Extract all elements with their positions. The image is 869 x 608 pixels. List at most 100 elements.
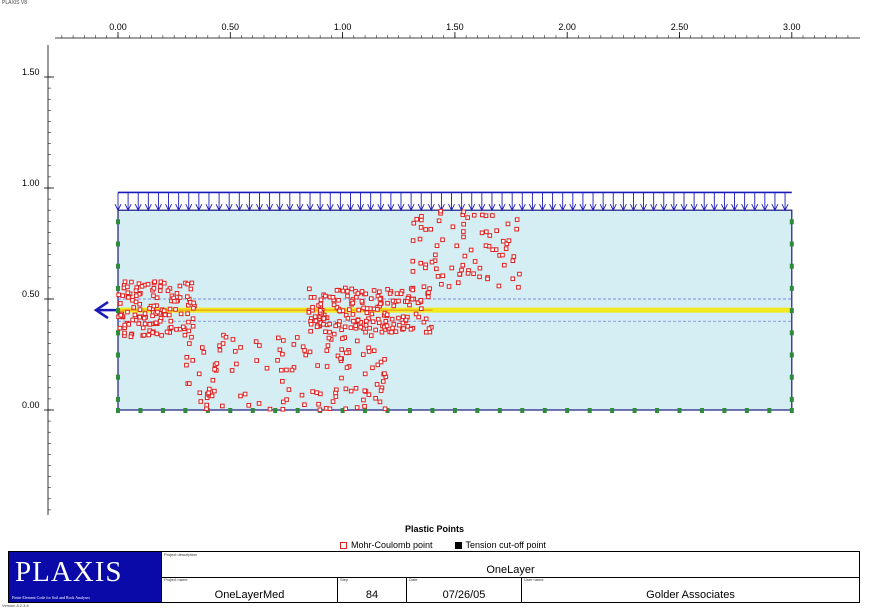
- date-caption: Date: [409, 577, 418, 582]
- load-arrowhead: [569, 203, 577, 212]
- bottom-support: [497, 408, 502, 413]
- mohr-coulomb-point: [409, 296, 415, 302]
- mohr-coulomb-point: [461, 209, 466, 215]
- mohr-coulomb-point: [189, 280, 195, 286]
- bottom-support: [520, 408, 525, 413]
- mohr-coulomb-point: [344, 365, 350, 370]
- load-arrowhead: [296, 203, 304, 212]
- mohr-coulomb-point: [421, 284, 427, 290]
- mohr-coulomb-point: [479, 230, 485, 236]
- mohr-coulomb-point: [311, 295, 317, 300]
- mohr-coulomb-point: [382, 357, 387, 362]
- mohr-coulomb-point: [370, 319, 376, 325]
- mohr-coulomb-point: [334, 288, 340, 293]
- mohr-coulomb-point: [122, 330, 127, 336]
- mohr-coulomb-point: [289, 367, 295, 373]
- mohr-coulomb-point: [373, 395, 378, 401]
- mohr-coulomb-point: [359, 289, 365, 294]
- x-tick-label: 0.50: [222, 22, 240, 32]
- bottom-support: [610, 408, 615, 413]
- mohr-coulomb-point: [371, 288, 377, 293]
- load-arrowhead: [528, 203, 536, 212]
- load-arrowhead: [549, 203, 557, 212]
- mohr-coulomb-point: [340, 336, 345, 341]
- mohr-coulomb-point: [331, 331, 337, 337]
- bottom-support: [138, 408, 143, 413]
- date-cell: Date 07/26/05: [406, 577, 521, 602]
- mohr-coulomb-point: [303, 352, 309, 358]
- mohr-coulomb-point: [312, 314, 318, 319]
- mohr-coulomb-point: [330, 294, 336, 300]
- mohr-coulomb-point: [414, 216, 420, 222]
- mohr-coulomb-point: [150, 330, 155, 335]
- mohr-coulomb-point: [378, 359, 384, 365]
- mohr-coulomb-point: [389, 316, 395, 322]
- load-arrowhead: [357, 203, 364, 212]
- mohr-coulomb-point: [133, 299, 139, 305]
- mohr-coulomb-point: [413, 311, 419, 317]
- mohr-coulomb-point: [353, 323, 358, 328]
- load-arrowhead: [367, 203, 375, 212]
- mohr-coulomb-point: [130, 317, 135, 323]
- load-arrowhead: [721, 203, 728, 212]
- left-support: [116, 241, 120, 247]
- mohr-coulomb-point: [184, 354, 190, 360]
- mohr-coulomb-point: [327, 321, 332, 327]
- project-caption: Project name: [164, 577, 188, 582]
- load-arrowhead: [579, 203, 587, 212]
- mohr-coulomb-point: [280, 379, 285, 384]
- mohr-coulomb-point: [146, 332, 151, 338]
- bottom-support: [677, 408, 682, 413]
- load-arrowhead: [771, 203, 779, 212]
- legend-mohr-coulomb: Mohr-Coulomb point: [351, 540, 433, 550]
- mohr-coulomb-point: [377, 289, 382, 295]
- mohr-coulomb-point: [253, 339, 259, 344]
- mohr-coulomb-point: [187, 381, 192, 386]
- load-arrowhead: [559, 203, 567, 212]
- tension-cutoff-swatch: [454, 541, 462, 549]
- mohr-coulomb-point: [353, 294, 359, 300]
- mohr-coulomb-point: [145, 281, 151, 287]
- mohr-coulomb-point: [318, 301, 324, 307]
- mohr-coulomb-point: [471, 212, 477, 218]
- mohr-coulomb-point: [140, 325, 146, 331]
- load-arrowhead: [316, 203, 324, 212]
- mohr-coulomb-point: [324, 364, 330, 369]
- mohr-coulomb-point: [434, 243, 440, 248]
- mohr-coulomb-point: [423, 316, 429, 322]
- load-arrowhead: [700, 203, 708, 212]
- bottom-support: [744, 408, 749, 413]
- mohr-coulomb-point: [336, 297, 341, 303]
- mohr-coulomb-point: [514, 217, 520, 222]
- bottom-support: [273, 408, 278, 413]
- mohr-coulomb-point: [375, 307, 380, 312]
- mohr-coulomb-point: [117, 325, 123, 331]
- mohr-coulomb-swatch: [340, 541, 347, 549]
- mohr-coulomb-point: [159, 333, 164, 338]
- mohr-coulomb-point: [345, 316, 351, 321]
- right-support: [789, 352, 794, 358]
- mohr-coulomb-point: [315, 363, 320, 368]
- mohr-coulomb-point: [343, 406, 349, 412]
- mohr-coulomb-point: [393, 329, 399, 334]
- mohr-coulomb-point: [158, 284, 163, 289]
- mohr-coulomb-point: [212, 367, 217, 372]
- mohr-coulomb-point: [151, 303, 157, 309]
- load-arrowhead: [195, 203, 203, 212]
- mohr-coulomb-point: [387, 291, 393, 296]
- left-support: [116, 374, 120, 380]
- mohr-coulomb-point: [142, 311, 148, 316]
- left-support: [116, 219, 120, 225]
- mohr-coulomb-point: [419, 217, 424, 223]
- mohr-coulomb-point: [185, 294, 190, 299]
- mohr-coulomb-point: [370, 365, 375, 371]
- mohr-coulomb-point: [436, 218, 442, 224]
- logo-subtitle: Finite Element Code for Soil and Rock An…: [12, 595, 90, 600]
- mohr-coulomb-point: [403, 317, 409, 323]
- right-support: [789, 263, 794, 269]
- load-arrowhead: [761, 203, 769, 212]
- mohr-coulomb-point: [359, 298, 365, 304]
- mohr-coulomb-point: [345, 289, 350, 294]
- mohr-coulomb-point: [310, 389, 315, 394]
- mohr-coulomb-point: [418, 297, 424, 303]
